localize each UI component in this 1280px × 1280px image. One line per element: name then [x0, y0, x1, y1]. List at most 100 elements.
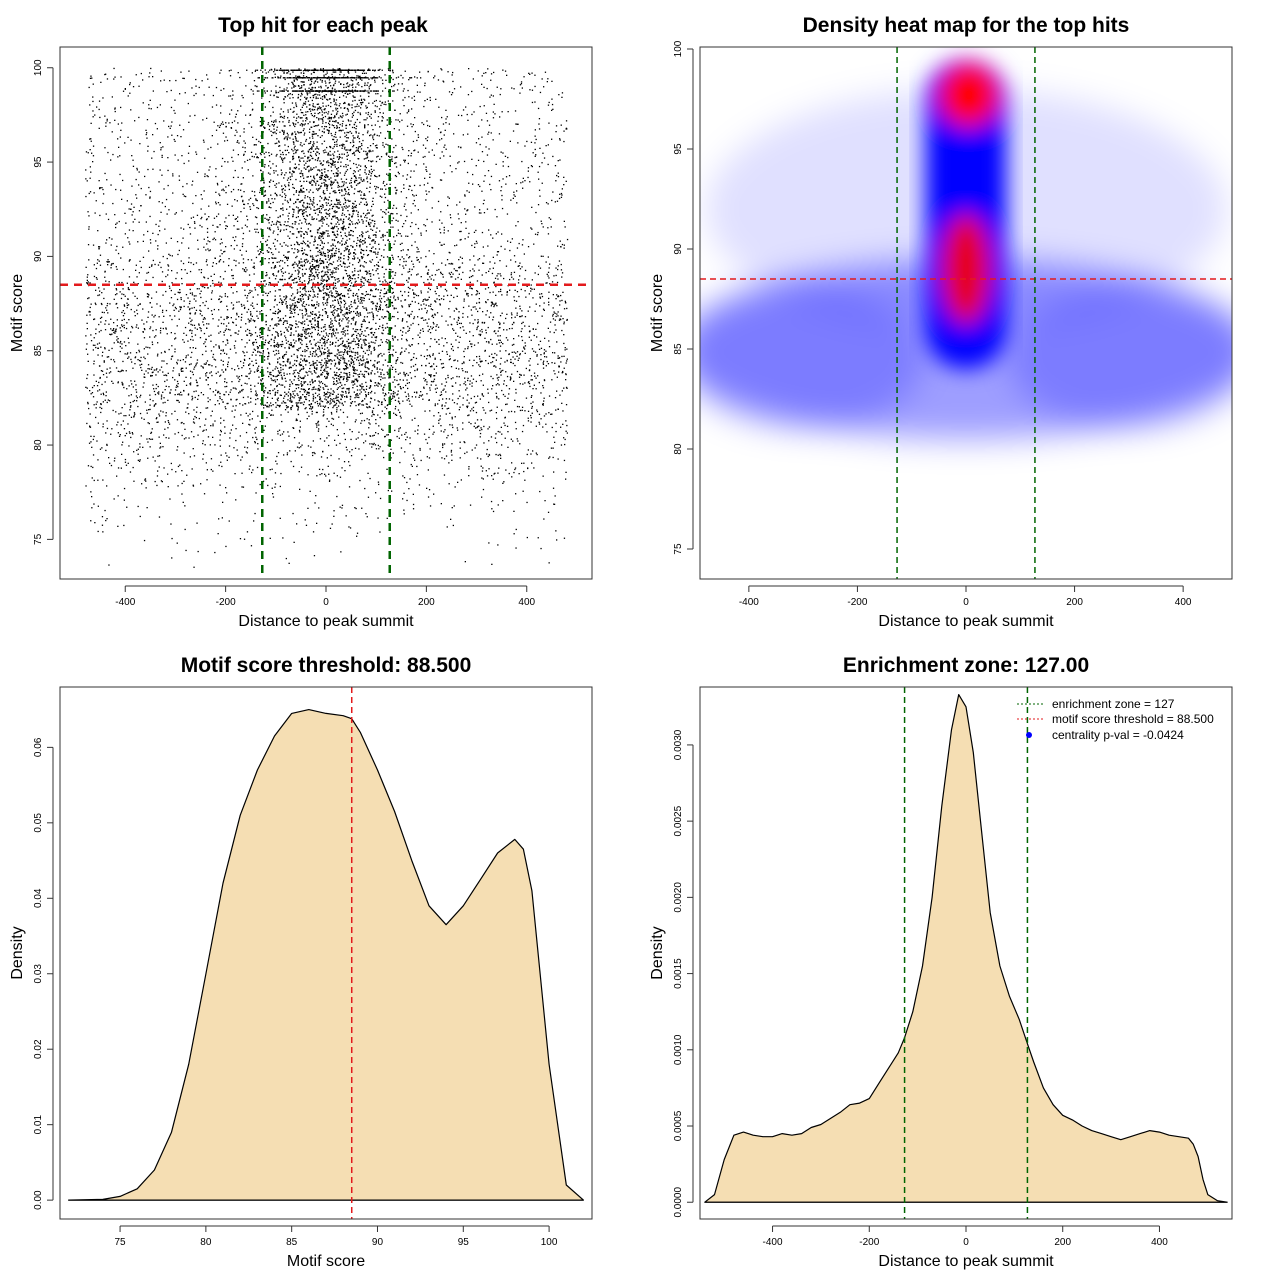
- scatter-point: [219, 439, 221, 441]
- scatter-point: [382, 324, 384, 326]
- scatter-point: [283, 331, 285, 334]
- scatter-point: [128, 288, 130, 291]
- scatter-point: [335, 109, 337, 111]
- scatter-point: [321, 225, 323, 227]
- scatter-point: [88, 226, 90, 228]
- scatter-point: [287, 330, 289, 332]
- scatter-point: [185, 195, 187, 198]
- scatter-point: [368, 273, 371, 275]
- scatter-point: [343, 214, 346, 216]
- scatter-point: [360, 280, 362, 283]
- scatter-point: [506, 329, 508, 331]
- scatter-point: [449, 358, 451, 360]
- scatter-point: [445, 455, 448, 457]
- scatter-point: [356, 75, 358, 77]
- scatter-point: [293, 143, 295, 145]
- scatter-point: [382, 317, 385, 319]
- scatter-point: [401, 338, 403, 340]
- scatter-point: [419, 449, 421, 451]
- scatter-point: [130, 203, 133, 205]
- scatter-point: [262, 237, 264, 239]
- scatter-point: [127, 298, 129, 300]
- scatter-point: [193, 295, 195, 297]
- scatter-point: [268, 258, 270, 260]
- scatter-point: [423, 386, 425, 388]
- scatter-point: [312, 360, 314, 363]
- scatter-point: [125, 415, 127, 417]
- scatter-point: [367, 82, 369, 84]
- scatter-point: [152, 259, 154, 262]
- scatter-point: [500, 426, 502, 428]
- scatter-point: [406, 382, 409, 384]
- scatter-point: [417, 134, 419, 136]
- scatter-point: [516, 314, 518, 316]
- scatter-point: [497, 430, 499, 433]
- scatter-point: [281, 278, 284, 281]
- scatter-point: [321, 135, 323, 137]
- scatter-point: [524, 410, 526, 412]
- scatter-point: [372, 443, 374, 446]
- scatter-point: [149, 408, 151, 411]
- scatter-point: [319, 94, 321, 96]
- scatter-point: [379, 531, 381, 533]
- scatter-point: [130, 358, 132, 361]
- scatter-point: [416, 91, 419, 93]
- scatter-point: [452, 328, 454, 330]
- scatter-point: [561, 188, 563, 190]
- scatter-point: [332, 400, 334, 402]
- scatter-point: [542, 255, 544, 257]
- scatter-point: [320, 330, 323, 333]
- scatter-point: [519, 353, 521, 355]
- scatter-point: [559, 240, 561, 242]
- scatter-point: [295, 138, 297, 140]
- scatter-point: [215, 104, 218, 106]
- scatter-point: [331, 187, 333, 189]
- scatter-point: [410, 324, 412, 326]
- scatter-point: [288, 212, 290, 214]
- scatter-point: [254, 385, 256, 387]
- scatter-point: [230, 191, 233, 193]
- scatter-point: [229, 329, 231, 331]
- scatter-point: [364, 99, 366, 101]
- scatter-point: [358, 146, 360, 148]
- scatter-point: [434, 75, 436, 77]
- scatter-point: [367, 111, 370, 114]
- scatter-point: [196, 385, 198, 387]
- scatter-point: [363, 203, 366, 206]
- scatter-point: [283, 177, 285, 179]
- scatter-point: [377, 400, 379, 402]
- scatter-point: [338, 322, 340, 324]
- scatter-point: [363, 389, 365, 391]
- scatter-point: [255, 256, 258, 259]
- scatter-point: [201, 216, 203, 219]
- scatter-point: [281, 189, 283, 191]
- scatter-point: [142, 308, 144, 310]
- scatter-point: [206, 175, 208, 177]
- scatter-point: [458, 161, 460, 163]
- scatter-point: [338, 250, 340, 253]
- scatter-point: [451, 416, 453, 418]
- scatter-point: [333, 307, 335, 309]
- scatter-point: [519, 92, 521, 94]
- scatter-point: [142, 446, 144, 448]
- scatter-point: [302, 175, 304, 177]
- scatter-point: [490, 362, 492, 364]
- scatter-point: [226, 381, 228, 384]
- scatter-point: [363, 373, 365, 376]
- scatter-point: [277, 308, 280, 311]
- scatter-point: [264, 164, 266, 166]
- scatter-point: [225, 192, 227, 194]
- scatter-point: [135, 352, 138, 354]
- scatter-point: [326, 362, 329, 364]
- scatter-point: [282, 317, 284, 320]
- scatter-point: [329, 146, 332, 148]
- scatter-point: [168, 348, 170, 351]
- scatter-point: [500, 290, 502, 293]
- scatter-point: [152, 371, 154, 373]
- scatter-point: [446, 437, 448, 439]
- scatter-point: [113, 322, 115, 324]
- scatter-point: [228, 322, 230, 324]
- scatter-point: [348, 72, 350, 74]
- scatter-point: [236, 449, 238, 451]
- scatter-point: [430, 380, 433, 383]
